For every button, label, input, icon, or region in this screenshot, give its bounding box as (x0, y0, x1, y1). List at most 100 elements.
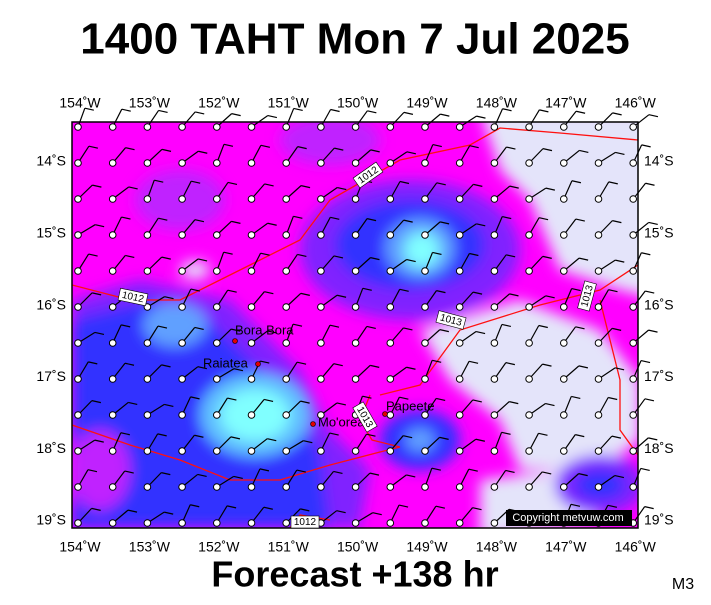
wind-barb (74, 145, 99, 167)
station (351, 303, 360, 311)
barb-feather (575, 326, 585, 330)
wind-barb (351, 218, 377, 239)
barb-feather (190, 396, 200, 400)
wind-barb (421, 113, 450, 131)
wind-barb (421, 436, 449, 455)
wind-barb (178, 473, 207, 491)
barb-feather (472, 507, 482, 511)
station (247, 447, 256, 455)
station (421, 195, 429, 203)
barb-feather (545, 187, 556, 191)
wind-barb (74, 361, 98, 383)
station (560, 411, 568, 419)
station (455, 339, 464, 347)
barb-feather (579, 149, 589, 153)
barb-feather (297, 253, 307, 258)
wind-barb (594, 112, 622, 131)
wind-barb (317, 324, 340, 347)
barb-feather (614, 367, 625, 371)
barb-feather (439, 436, 449, 440)
lon-label-bottom: 148˚W (476, 539, 518, 555)
barb-feather (264, 291, 274, 295)
station (386, 519, 395, 527)
station (213, 483, 221, 491)
station (74, 339, 82, 347)
barb-feather (292, 323, 303, 327)
barb-feather (127, 509, 138, 513)
barb-feather (641, 144, 651, 148)
barb-feather (578, 473, 588, 477)
station (108, 375, 117, 383)
station (490, 123, 499, 131)
barb-feather (158, 217, 168, 221)
station (143, 195, 152, 203)
barb-feather (297, 146, 307, 150)
station (247, 519, 256, 527)
station (282, 339, 291, 347)
station (351, 447, 360, 455)
barb-feather (260, 144, 271, 148)
wind-barb (629, 252, 651, 275)
wind-barb (247, 291, 274, 311)
lon-label-bottom: 149˚W (406, 539, 448, 555)
isobar-label-box (577, 280, 597, 312)
barb-feather (88, 361, 98, 365)
barb-feather (259, 468, 270, 472)
lon-label-bottom: 146˚W (615, 539, 657, 555)
wind-barb (490, 469, 515, 491)
station (74, 411, 82, 419)
barb-feather (644, 506, 654, 510)
station (455, 303, 464, 311)
barb-feather (608, 396, 618, 401)
station (421, 447, 429, 455)
barb-feather (154, 179, 164, 183)
barb-feather (296, 469, 306, 473)
wind-barb (594, 259, 625, 275)
barb-feather (233, 368, 244, 372)
wind-barb (386, 435, 413, 455)
wind-barb (421, 251, 442, 275)
barb-feather (88, 253, 98, 257)
wind-barb (108, 186, 138, 203)
barb-feather (612, 112, 622, 116)
barb-feather (336, 294, 347, 298)
place-label: Bora Bora (235, 322, 294, 337)
barb-feather (608, 181, 618, 185)
barb-feather (198, 150, 208, 154)
wind-barb (108, 509, 138, 527)
station (421, 375, 429, 383)
station (317, 339, 325, 347)
wind-barb (421, 182, 446, 203)
barb-feather (94, 331, 105, 335)
wind-barb (560, 257, 589, 275)
copyright: Copyright metvuw.com (512, 512, 623, 524)
barb-feather (615, 259, 625, 263)
station (525, 483, 533, 491)
station (213, 123, 221, 131)
wind-barb (560, 395, 581, 419)
barb-feather (608, 289, 618, 293)
lat-label-left: 16˚S (36, 296, 66, 312)
barb-feather (296, 361, 307, 365)
station (629, 411, 638, 419)
barb-feather (227, 289, 237, 293)
wind-barb (525, 187, 556, 203)
station (74, 195, 82, 203)
barb-feather (226, 505, 237, 509)
station (629, 267, 638, 275)
barb-feather (164, 511, 174, 515)
station (178, 159, 186, 167)
station (74, 303, 82, 311)
barb-feather (369, 472, 380, 476)
station (525, 411, 533, 419)
barb-feather (223, 251, 233, 255)
wind-barb (455, 507, 482, 527)
forecast-label: Forecast +138 hr (211, 554, 498, 595)
wind-barb (351, 512, 382, 527)
barb-feather (645, 182, 655, 186)
wind-barb (525, 363, 552, 383)
barb-feather (432, 144, 442, 148)
barb-feather (640, 360, 651, 364)
station (282, 303, 291, 311)
station (282, 267, 291, 275)
